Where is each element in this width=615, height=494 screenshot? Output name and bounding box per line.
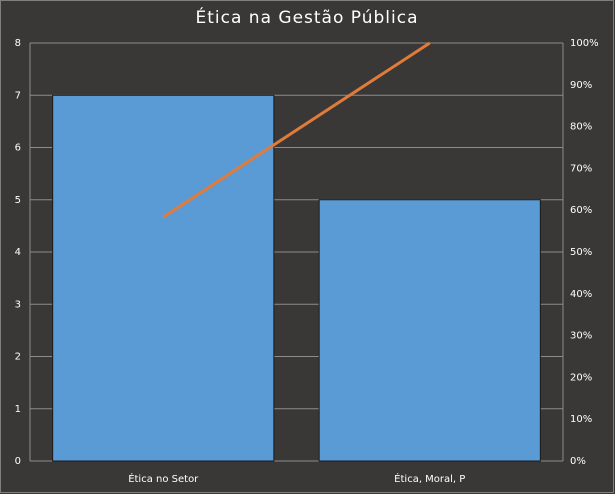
- y2-tick-label: 50%: [570, 247, 592, 258]
- x-tick-label: Ética, Moral, P: [394, 472, 465, 485]
- y-tick-label: 2: [15, 352, 21, 363]
- x-tick-label: Ética no Setor: [128, 472, 199, 485]
- y-tick-label: 4: [15, 247, 21, 258]
- y2-tick-label: 10%: [570, 414, 592, 425]
- y2-tick-label: 80%: [570, 122, 592, 133]
- y2-tick-label: 60%: [570, 205, 592, 216]
- y-tick-label: 3: [15, 299, 21, 310]
- y-tick-label: 8: [15, 38, 21, 49]
- line: [162, 41, 431, 219]
- y2-tick-label: 30%: [570, 331, 592, 342]
- y-tick-label: 1: [15, 404, 21, 415]
- y2-tick-label: 70%: [570, 163, 592, 174]
- y2-tick-label: 100%: [570, 38, 599, 49]
- bar: [52, 94, 275, 462]
- y2-tick-label: 0%: [570, 456, 586, 467]
- chart-title: Ética na Gestão Pública: [196, 6, 419, 28]
- y-tick-label: 6: [15, 143, 21, 154]
- y-tick-label: 7: [15, 90, 21, 101]
- y-tick-label: 5: [15, 195, 21, 206]
- bar: [318, 199, 541, 462]
- y-tick-label: 0: [15, 456, 21, 467]
- y2-tick-label: 20%: [570, 372, 592, 383]
- y2-tick-label: 40%: [570, 289, 592, 300]
- y2-tick-label: 90%: [570, 80, 592, 91]
